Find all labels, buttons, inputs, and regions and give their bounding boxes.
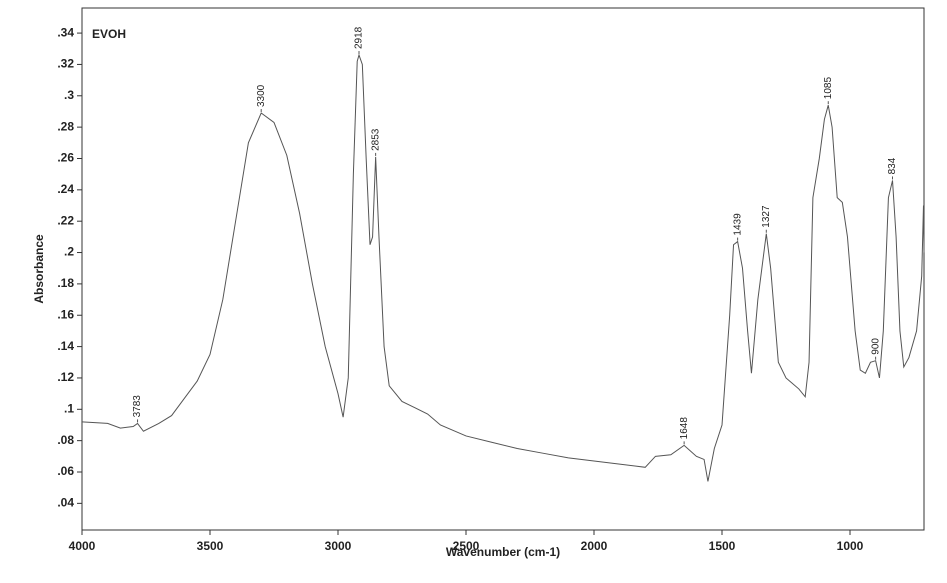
y-tick-label: .32: [57, 57, 74, 71]
y-tick-label: .26: [57, 151, 74, 165]
x-tick-label: 1000: [837, 539, 864, 553]
y-tick-label: .34: [57, 25, 74, 39]
y-tick-label: .1: [64, 401, 74, 415]
spectrum-line: [81, 53, 925, 482]
y-tick-label: .2: [64, 245, 74, 259]
peak-label: 1648: [679, 417, 690, 440]
y-tick-label: .18: [57, 276, 74, 290]
x-axis-label: Wavenumber (cm-1): [446, 545, 560, 559]
y-axis-label: Absorbance: [32, 234, 46, 304]
y-tick-label: .04: [57, 496, 74, 510]
y-tick-label: .28: [57, 119, 74, 133]
peak-label: 1327: [761, 205, 772, 228]
y-tick-label: .14: [57, 339, 74, 353]
peak-label: 2918: [354, 26, 365, 49]
y-tick-label: .3: [64, 88, 74, 102]
peak-label: 1085: [823, 77, 834, 100]
x-tick-label: 3500: [197, 539, 224, 553]
x-tick-label: 3000: [325, 539, 352, 553]
chart-title: EVOH: [92, 27, 126, 41]
y-tick-label: .08: [57, 433, 74, 447]
x-tick-label: 1500: [709, 539, 736, 553]
peak-label: 900: [870, 338, 881, 355]
x-tick-label: 2000: [581, 539, 608, 553]
x-tick-label: 2500: [453, 539, 480, 553]
x-tick-label: 4000: [69, 539, 96, 553]
y-tick-label: .24: [57, 182, 74, 196]
plot-frame: [81, 7, 925, 531]
peak-label: 3300: [256, 84, 267, 107]
y-tick-label: .06: [57, 464, 74, 478]
peak-label: 834: [887, 157, 898, 174]
y-tick-label: .12: [57, 370, 74, 384]
y-tick-label: .22: [57, 213, 74, 227]
peak-label: 3783: [132, 395, 143, 418]
y-tick-label: .16: [57, 307, 74, 321]
peak-label: 1439: [732, 213, 743, 236]
peak-label: 2853: [370, 128, 381, 151]
